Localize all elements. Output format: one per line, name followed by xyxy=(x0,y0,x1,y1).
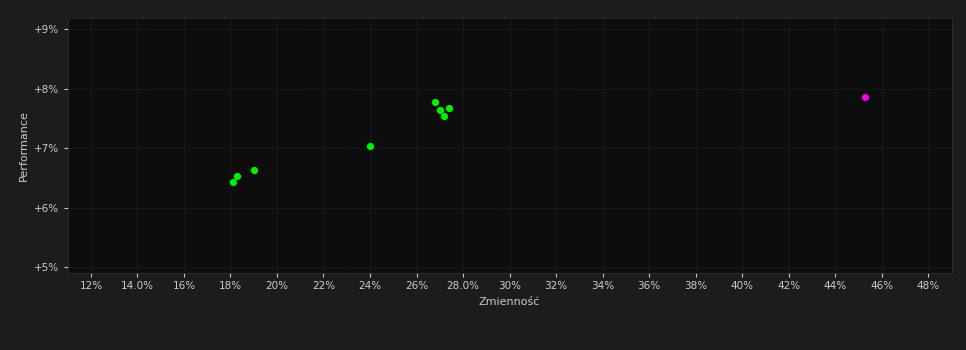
Point xyxy=(362,144,378,149)
Point xyxy=(858,94,873,100)
X-axis label: Zmienność: Zmienność xyxy=(479,297,540,307)
Point xyxy=(427,99,442,105)
Point xyxy=(225,179,241,185)
Y-axis label: Performance: Performance xyxy=(18,110,29,181)
Point xyxy=(437,113,452,118)
Point xyxy=(230,173,245,179)
Point xyxy=(441,105,457,111)
Point xyxy=(432,107,447,112)
Point xyxy=(246,167,262,173)
